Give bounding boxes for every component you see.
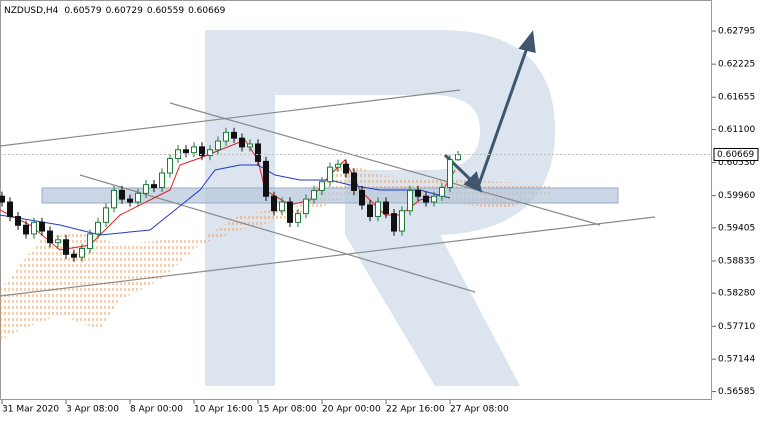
y-tick-label: 0.59960 xyxy=(718,191,755,201)
candle-body xyxy=(247,143,253,148)
candle-body xyxy=(0,195,5,203)
ohlc-low: 0.60559 xyxy=(147,6,184,16)
candle-body xyxy=(191,146,197,154)
candle-body xyxy=(319,181,325,191)
ohlc-high: 0.60729 xyxy=(106,6,143,16)
kijun-line xyxy=(0,164,451,236)
y-tick-label: 0.59405 xyxy=(718,223,755,233)
candle-body xyxy=(295,213,301,223)
candle-body xyxy=(95,221,101,235)
candle-body xyxy=(23,224,29,235)
x-tick-label: 15 Apr 08:00 xyxy=(258,405,317,415)
candle-body xyxy=(391,213,397,232)
x-tick-label: 20 Apr 00:00 xyxy=(322,405,381,415)
candle-body xyxy=(303,198,309,215)
x-tick-label: 3 Apr 08:00 xyxy=(66,405,119,415)
candle-body xyxy=(287,201,293,223)
candle-body xyxy=(39,221,45,232)
y-tick-label: 0.60530 xyxy=(718,158,755,168)
candle-body xyxy=(167,157,173,174)
forecast-arrow xyxy=(443,30,536,193)
channel-lines xyxy=(0,89,656,297)
candle-body xyxy=(367,204,373,218)
y-tick-label: 0.57710 xyxy=(718,322,755,332)
candle-body xyxy=(127,198,133,203)
candle-body xyxy=(255,143,261,162)
candle-body xyxy=(279,201,285,212)
candle-body xyxy=(439,187,445,197)
candle-body xyxy=(335,163,341,168)
candle-body xyxy=(183,149,189,154)
candle-body xyxy=(263,160,269,197)
current-price-box xyxy=(713,147,759,161)
candle-body xyxy=(231,131,237,139)
candle-body xyxy=(431,195,437,203)
candle-body xyxy=(143,184,149,194)
candle-body xyxy=(407,189,413,212)
y-tick-label: 0.56585 xyxy=(718,387,755,397)
candle-body xyxy=(47,230,53,244)
y-tick-label: 0.61655 xyxy=(718,93,755,103)
candle-body xyxy=(135,192,141,203)
x-tick-label: 10 Apr 16:00 xyxy=(194,405,253,415)
candle-body xyxy=(119,189,125,200)
ohlc-close: 0.60669 xyxy=(188,6,225,16)
candle-body xyxy=(71,253,77,258)
x-tick-label: 27 Apr 08:00 xyxy=(450,405,509,415)
candle-body xyxy=(311,189,317,200)
y-tick-label: 0.62225 xyxy=(718,60,755,70)
chart-title: NZDUSD,H4 0.60579 0.60729 0.60559 0.60669 xyxy=(4,6,226,16)
candle-body xyxy=(239,137,245,148)
candle-body xyxy=(223,131,229,142)
candle-body xyxy=(7,201,13,218)
candle-body xyxy=(447,159,453,189)
candle-body xyxy=(399,210,405,232)
candle-body xyxy=(207,149,213,157)
candle-body xyxy=(327,166,333,183)
candle-body xyxy=(415,189,421,197)
candle-body xyxy=(343,163,349,174)
candle-body xyxy=(55,239,61,244)
ichimoku-cloud xyxy=(0,160,550,340)
x-tick-label: 31 Mar 2020 xyxy=(2,405,59,415)
y-tick-label: 0.58280 xyxy=(718,289,755,299)
support-zone xyxy=(41,187,619,204)
ohlc-open: 0.60579 xyxy=(64,6,101,16)
candle-body xyxy=(79,247,85,258)
candle-body xyxy=(103,207,109,223)
y-tick-label: 0.61100 xyxy=(718,125,755,135)
candle-body xyxy=(199,146,205,157)
candle-body xyxy=(423,195,429,203)
y-tick-label: 0.57144 xyxy=(718,355,755,365)
candle-body xyxy=(111,189,117,209)
y-tick-label: 0.58835 xyxy=(718,256,755,266)
candle-body xyxy=(159,172,165,189)
candle-body xyxy=(271,195,277,212)
current-price-label: 0.60669 xyxy=(717,150,754,160)
candle-body xyxy=(455,153,461,161)
candle-body xyxy=(383,201,389,215)
candle-body xyxy=(63,239,69,255)
candle-body xyxy=(151,184,157,189)
candle-body xyxy=(31,221,37,235)
symbol: NZDUSD,H4 xyxy=(4,6,59,16)
candle-body xyxy=(15,216,21,226)
x-tick-label: 22 Apr 16:00 xyxy=(386,405,445,415)
candle-body xyxy=(351,172,357,191)
candle-body xyxy=(375,201,381,218)
candle-body xyxy=(215,140,221,151)
x-tick-label: 8 Apr 00:00 xyxy=(130,405,183,415)
y-tick-label: 0.62795 xyxy=(718,27,755,37)
candle-body xyxy=(359,189,365,206)
candle-body xyxy=(87,233,93,249)
